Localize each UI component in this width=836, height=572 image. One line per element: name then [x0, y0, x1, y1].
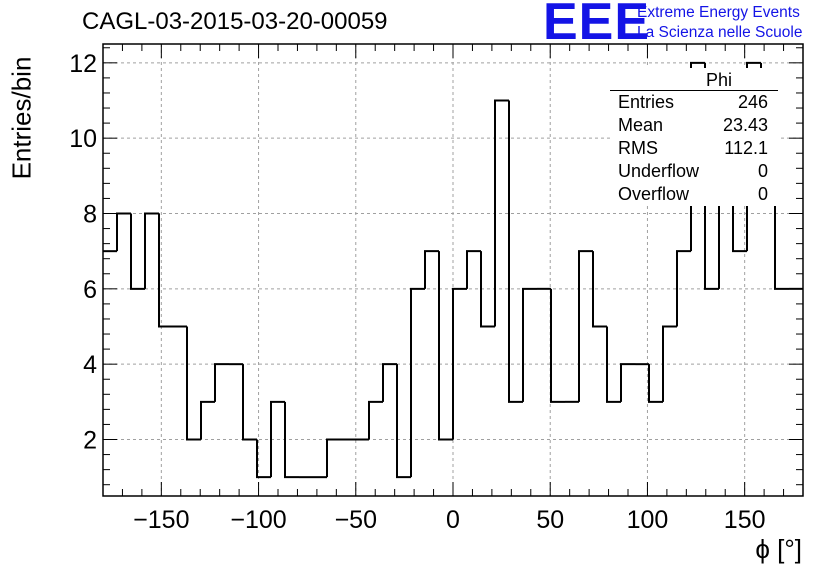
x-tick-label: −50 — [335, 506, 377, 534]
histogram-bars — [103, 61, 803, 479]
stats-row-overflow: Overflow 0 — [610, 183, 778, 206]
logo-line-2: La Scienza nelle Scuole — [637, 24, 803, 41]
histogram-bin — [606, 326, 621, 403]
histogram-bin — [648, 364, 663, 403]
histogram-bin — [242, 364, 257, 441]
stats-row-underflow: Underflow 0 — [610, 160, 778, 183]
stats-box: Phi Entries 246 Mean 23.43 RMS 112.1 Und… — [610, 68, 778, 206]
histogram-bin — [158, 213, 173, 328]
stats-label: Entries — [618, 92, 675, 112]
x-tick-label: 50 — [536, 506, 564, 534]
stats-label: Underflow — [618, 161, 700, 181]
histogram-bin — [452, 287, 467, 440]
histogram-bin — [396, 364, 411, 479]
histogram-bin — [662, 325, 677, 402]
histogram-bin — [620, 363, 635, 402]
histogram-bin — [144, 212, 159, 289]
histogram-bin — [284, 401, 299, 479]
stats-box-name: Phi — [610, 68, 778, 91]
y-tick-label: 2 — [83, 427, 97, 455]
stats-value: 112.1 — [724, 138, 768, 158]
y-tick-label: 12 — [69, 50, 97, 78]
stats-row-mean: Mean 23.43 — [610, 114, 778, 137]
histogram-bin — [550, 288, 565, 403]
histogram-bin — [494, 99, 509, 327]
histogram-bin — [410, 287, 425, 478]
stats-value: 246 — [737, 92, 768, 112]
x-axis-label: ϕ [°] — [755, 534, 802, 564]
x-tick-label: −100 — [230, 506, 286, 534]
stats-value: 23.43 — [722, 115, 768, 135]
histogram-bin — [522, 287, 537, 402]
histogram-bin — [200, 400, 215, 440]
histogram-bin — [774, 175, 789, 290]
logo-line-1: Extreme Energy Events — [637, 4, 800, 21]
y-tick-label: 4 — [83, 351, 97, 379]
histogram-bin — [592, 251, 607, 328]
x-tick-label: −150 — [133, 506, 189, 534]
stats-value: 0 — [757, 184, 768, 204]
histogram-bin — [214, 363, 229, 402]
eee-logo: EEE — [543, 0, 651, 51]
x-tick-label: 100 — [627, 506, 669, 534]
histogram-bin — [676, 250, 691, 327]
y-tick-label: 8 — [83, 201, 97, 229]
y-tick-label: 10 — [69, 125, 97, 153]
histogram-bin — [256, 439, 271, 479]
histogram-bin — [480, 251, 495, 328]
histogram-bin — [382, 363, 397, 402]
histogram-bin — [578, 250, 593, 402]
histogram-bin — [116, 212, 131, 252]
chart-title: CAGL-03-2015-03-20-00059 — [82, 8, 388, 35]
x-tick-label: 150 — [724, 506, 766, 534]
stats-row-entries: Entries 246 — [610, 91, 778, 114]
histogram-bin — [186, 326, 201, 441]
histogram-bin — [270, 400, 285, 478]
histogram-bin — [130, 213, 145, 290]
histogram-bin — [326, 438, 341, 478]
axis-ticks — [102, 44, 804, 496]
histogram-bin — [368, 400, 383, 440]
stats-label: RMS — [618, 138, 658, 158]
stats-label: Overflow — [618, 184, 690, 204]
histogram-bin — [438, 251, 453, 441]
y-tick-label: 6 — [83, 276, 97, 304]
stats-value: 0 — [757, 161, 768, 181]
histogram-bin — [466, 250, 481, 289]
x-tick-label: 0 — [446, 506, 460, 534]
stats-row-rms: RMS 112.1 — [610, 137, 778, 160]
histogram-bin — [424, 250, 439, 289]
stats-label: Mean — [618, 115, 664, 135]
histogram-bin — [508, 100, 523, 403]
